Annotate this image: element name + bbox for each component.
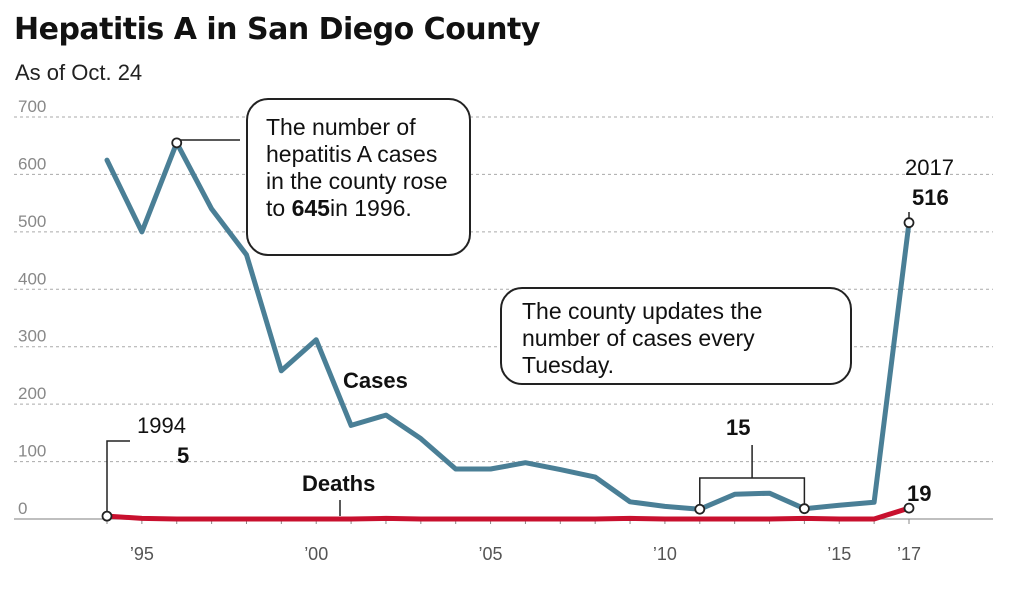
chart-subtitle: As of Oct. 24 [15, 60, 143, 85]
x-axis-ticks: ’95 ’00 ’05 ’10 ’15 ’17 [106, 519, 921, 564]
highlight-point [903, 502, 915, 514]
update-note-text: The county updates the number of cases e… [522, 298, 763, 378]
start-year-label: 1994 [137, 413, 186, 438]
peak-callout-text-after: in 1996. [329, 195, 412, 221]
highlight-points [101, 137, 915, 522]
low-value-label: 15 [726, 415, 751, 440]
peak-callout-text-before: The number of hepatitis A cases in the c… [266, 114, 448, 221]
x-tick-label: ’15 [827, 544, 851, 564]
y-axis-ticks: 0 100 200 300 400 500 600 700 [18, 97, 46, 518]
highlight-point [903, 217, 915, 229]
peak-callout: The number of hepatitis A cases in the c… [246, 98, 471, 256]
y-tick-label: 100 [18, 442, 46, 461]
end-value-label: 516 [912, 185, 949, 210]
y-tick-label: 600 [18, 154, 46, 173]
series-label-deaths: Deaths [302, 471, 376, 496]
x-tick-label: ’05 [479, 544, 503, 564]
highlight-point [101, 510, 113, 522]
end-year-label: 2017 [905, 155, 954, 180]
y-tick-label: 0 [18, 499, 27, 518]
start-value-label: 5 [177, 443, 190, 468]
y-tick-label: 700 [18, 97, 46, 116]
x-tick-label: ’00 [304, 544, 328, 564]
peak-leader-line [175, 139, 240, 143]
peak-callout-value: 645 [291, 195, 330, 221]
x-tick-label: ’95 [130, 544, 154, 564]
deaths-end-value-label: 19 [907, 481, 932, 506]
y-tick-label: 400 [18, 269, 46, 288]
x-tick-label: ’17 [897, 544, 921, 564]
highlight-point [171, 137, 183, 149]
highlight-point [694, 503, 706, 515]
series-line-cases [104, 140, 912, 512]
update-note-callout: The county updates the number of cases e… [500, 287, 852, 385]
chart-title: Hepatitis A in San Diego County [14, 12, 540, 47]
series-lines [104, 140, 912, 522]
y-tick-label: 300 [18, 327, 46, 346]
series-line-deaths [104, 505, 912, 522]
y-tick-label: 200 [18, 384, 46, 403]
x-tick-label: ’10 [653, 544, 677, 564]
y-tick-label: 500 [18, 212, 46, 231]
series-label-cases: Cases [343, 368, 408, 393]
highlight-point [798, 503, 810, 515]
start-leader-line [106, 440, 130, 517]
